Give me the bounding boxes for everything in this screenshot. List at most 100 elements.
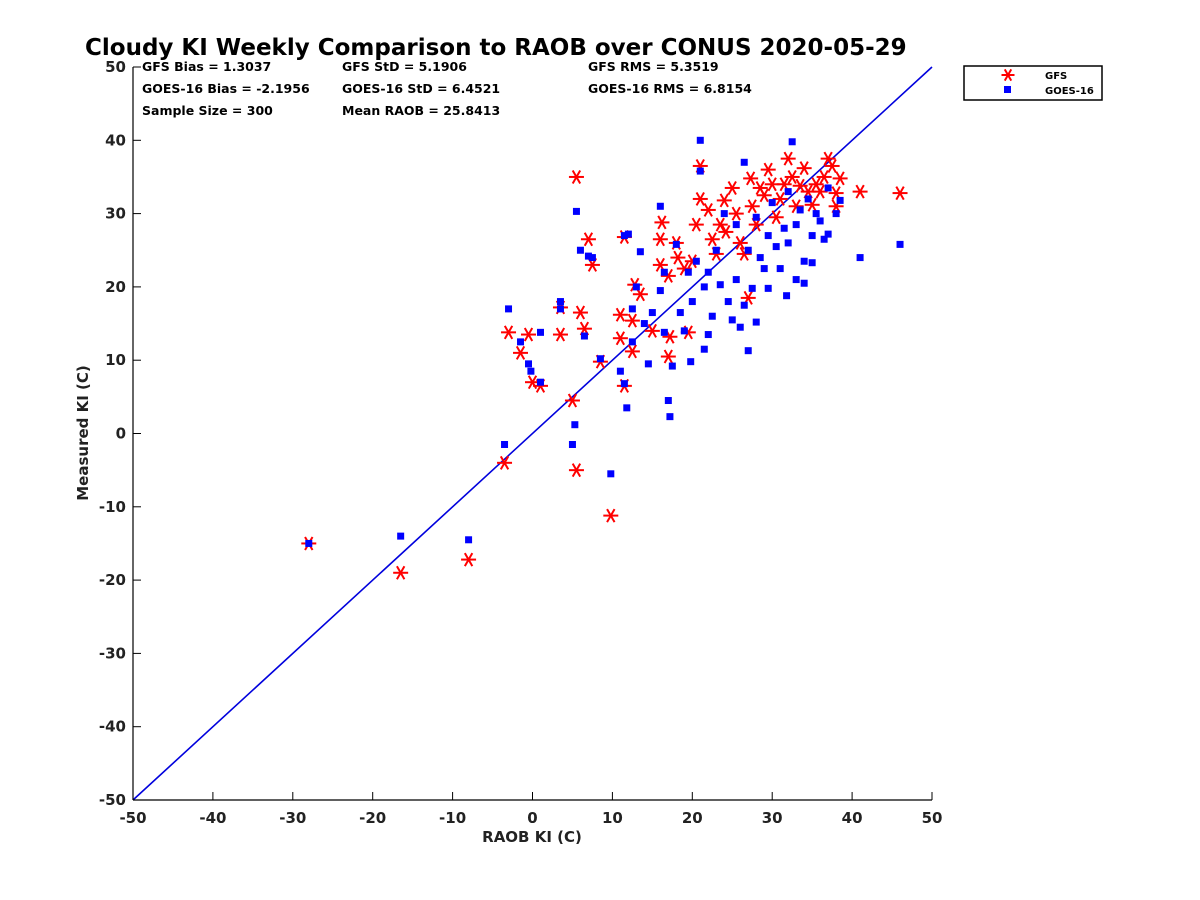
mean-raob-stat: Mean RAOB = 25.8413 xyxy=(342,103,500,118)
gfs-std-stat: GFS StD = 5.1906 xyxy=(342,59,467,74)
goes-point xyxy=(808,259,816,267)
gfs-point xyxy=(497,455,513,470)
y-axis-label: Measured KI (C) xyxy=(74,365,92,501)
gfs-point xyxy=(744,199,760,214)
gfs-point xyxy=(521,327,537,342)
goes-point xyxy=(620,380,628,388)
gfs-point xyxy=(461,552,477,567)
goes-point xyxy=(596,355,604,363)
goes-point xyxy=(684,268,692,276)
goes-point xyxy=(501,440,509,448)
gfs-point xyxy=(852,184,868,199)
goes-point xyxy=(628,338,636,346)
y-tick-label: -20 xyxy=(99,571,126,589)
goes-point xyxy=(732,221,740,229)
gfs-point xyxy=(824,158,840,173)
goes-point xyxy=(856,254,864,262)
goes-point xyxy=(527,367,535,375)
gfs-point xyxy=(612,307,628,322)
goes-point xyxy=(624,230,632,238)
goes-point xyxy=(712,246,720,254)
goes-point xyxy=(696,167,704,175)
gfs-point xyxy=(692,191,708,206)
gfs-point xyxy=(580,232,596,247)
gfs-point xyxy=(816,169,832,184)
goes-point xyxy=(556,298,564,306)
goes-point xyxy=(776,265,784,273)
goes-point xyxy=(465,536,473,544)
goes-point xyxy=(752,213,760,221)
legend-box xyxy=(963,65,1103,101)
goes-point xyxy=(628,305,636,313)
goes-point xyxy=(556,305,564,313)
gfs-bias-stat: GFS Bias = 1.3037 xyxy=(142,59,271,74)
gfs-point xyxy=(892,186,908,201)
goes-point xyxy=(536,378,544,386)
gfs-point xyxy=(704,232,720,247)
goes-point xyxy=(656,287,664,295)
gfs-point xyxy=(654,215,670,230)
goes-point xyxy=(780,224,788,232)
gfs-point xyxy=(796,161,812,176)
legend-gfs-asterisk xyxy=(1001,68,1015,82)
goes-point xyxy=(756,254,764,262)
x-axis-label: RAOB KI (C) xyxy=(482,828,582,846)
goes-point xyxy=(525,360,533,368)
goes-point xyxy=(680,327,688,335)
goes-point xyxy=(616,367,624,375)
gfs-point xyxy=(724,180,740,195)
y-tick-label: 0 xyxy=(116,425,126,443)
gfs-point xyxy=(812,184,828,199)
goes-point xyxy=(640,320,648,328)
goes-point xyxy=(517,338,525,346)
gfs-point xyxy=(501,325,517,340)
goes-point xyxy=(812,210,820,218)
goes-point xyxy=(824,230,832,238)
goes-point xyxy=(748,284,756,292)
gfs-point xyxy=(688,217,704,232)
goes-point xyxy=(792,276,800,284)
x-tick-label: 50 xyxy=(922,809,943,827)
goes-point xyxy=(696,136,704,144)
goes-point xyxy=(580,332,588,340)
goes-point xyxy=(708,312,716,320)
x-tick-label: -10 xyxy=(439,809,466,827)
goes-point xyxy=(732,276,740,284)
y-tick-label: 30 xyxy=(105,205,126,223)
gfs-point xyxy=(644,323,660,338)
y-tick-label: -40 xyxy=(99,718,126,736)
goes-point xyxy=(783,292,791,300)
legend-goes-marker xyxy=(1004,86,1011,93)
goes-point xyxy=(836,196,844,204)
y-tick-label: -30 xyxy=(99,644,126,662)
goes-point xyxy=(700,345,708,353)
plot-axes: -50 -40 -30 -20 -10 0 10 20 30 40 50 50 40 30 20 10 0 -10… xyxy=(99,58,943,827)
goes-point xyxy=(704,268,712,276)
goes-point xyxy=(796,206,804,214)
goes-point xyxy=(584,252,592,260)
goes-point xyxy=(724,298,732,306)
gfs-point xyxy=(652,232,668,247)
legend-gfs-marker xyxy=(1001,68,1015,82)
goes-point xyxy=(832,210,840,218)
goes-point xyxy=(744,347,752,355)
goes-point xyxy=(397,532,405,540)
gfs-point xyxy=(552,327,568,342)
x-tick-label: 20 xyxy=(682,809,703,827)
y-tick-label: -10 xyxy=(99,498,126,516)
x-tick-label: 10 xyxy=(602,809,623,827)
goes-point xyxy=(896,240,904,248)
goes-point xyxy=(607,470,615,478)
goes-point xyxy=(752,318,760,326)
y-tick-label: 10 xyxy=(105,351,126,369)
goes-point xyxy=(716,281,724,289)
goes-point xyxy=(623,404,631,412)
y-tick-label: 50 xyxy=(105,58,126,76)
gfs-point xyxy=(624,313,640,328)
y-tick-label: 40 xyxy=(105,131,126,149)
goes-point xyxy=(808,232,816,240)
goes-point xyxy=(636,248,644,256)
goes-point xyxy=(305,539,313,547)
goes-point xyxy=(720,210,728,218)
